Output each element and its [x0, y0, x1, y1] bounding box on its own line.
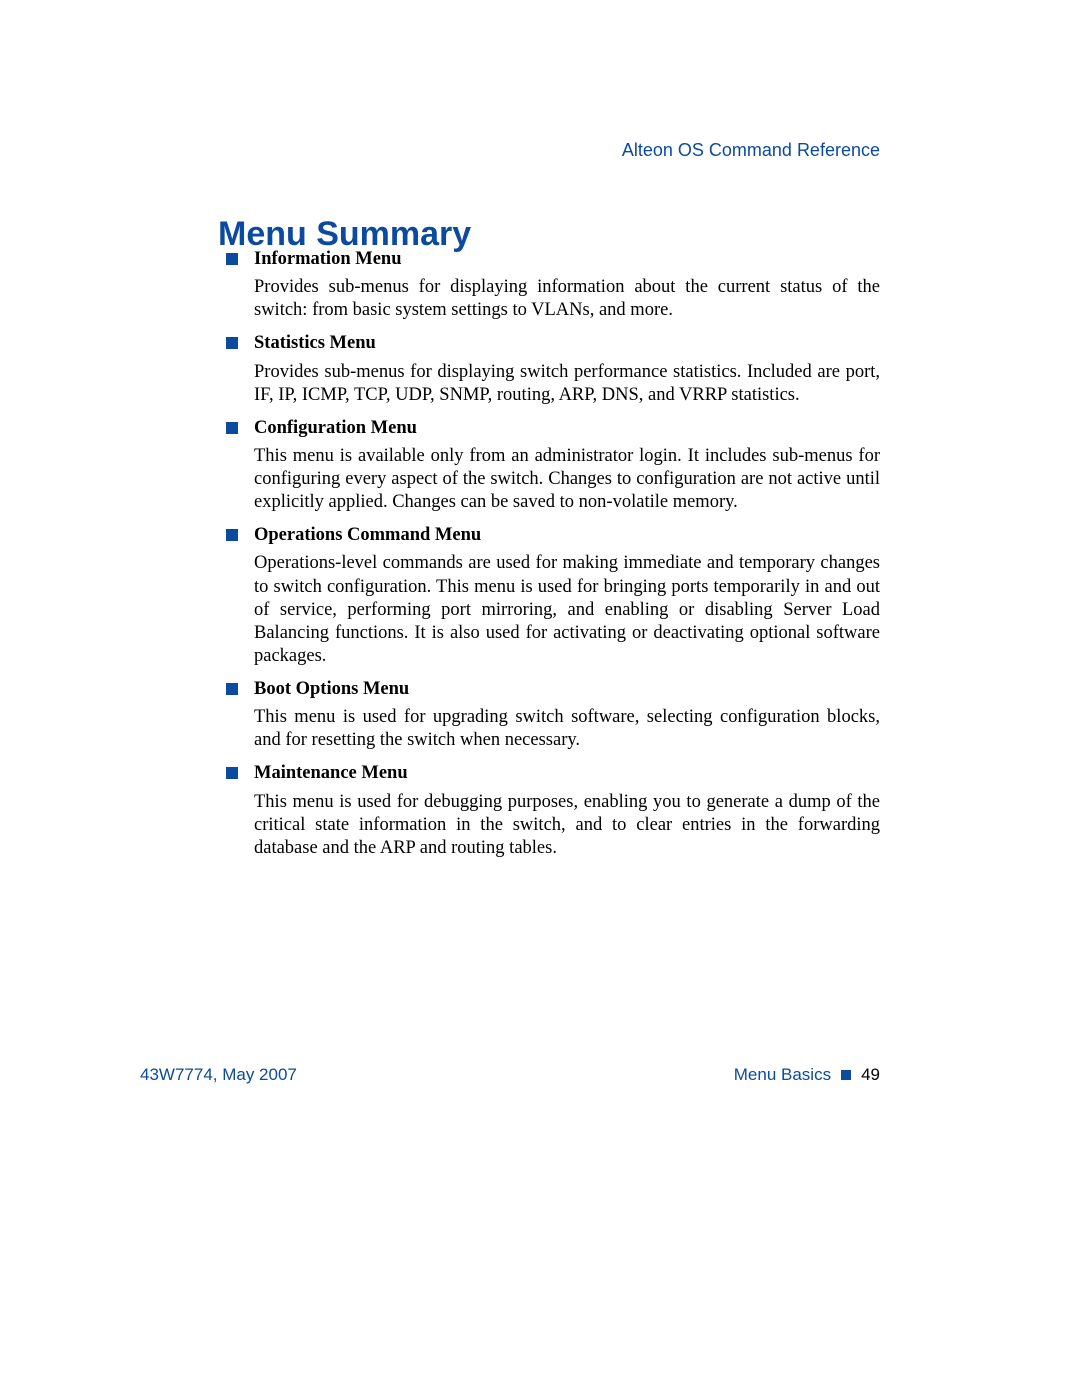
section-heading: Information Menu — [226, 248, 880, 271]
section-body: Provides sub-menus for displaying switch… — [226, 361, 880, 407]
footer-right: Menu Basics 49 — [734, 1065, 880, 1085]
section-body: This menu is used for upgrading switch s… — [226, 706, 880, 752]
section-body: This menu is available only from an admi… — [226, 445, 880, 514]
square-bullet-icon — [226, 767, 238, 779]
content-area: Information Menu Provides sub-menus for … — [226, 248, 880, 870]
section-heading-text: Configuration Menu — [254, 418, 417, 438]
section-body: Provides sub-menus for displaying inform… — [226, 276, 880, 322]
document-page: Alteon OS Command Reference Menu Summary… — [0, 0, 1080, 1397]
square-bullet-icon — [226, 683, 238, 695]
square-bullet-icon — [226, 253, 238, 265]
footer-left: 43W7774, May 2007 — [140, 1065, 297, 1085]
page-footer: 43W7774, May 2007 Menu Basics 49 — [140, 1065, 880, 1085]
section-body: Operations-level commands are used for m… — [226, 552, 880, 668]
section-heading-text: Statistics Menu — [254, 333, 376, 353]
section-heading: Operations Command Menu — [226, 524, 880, 547]
section-heading-text: Maintenance Menu — [254, 763, 408, 783]
section-configuration-menu: Configuration Menu This menu is availabl… — [226, 417, 880, 515]
header-reference: Alteon OS Command Reference — [622, 140, 880, 161]
footer-section: Menu Basics — [734, 1065, 831, 1085]
square-bullet-icon — [226, 337, 238, 349]
section-heading: Statistics Menu — [226, 332, 880, 355]
section-heading-text: Operations Command Menu — [254, 525, 481, 545]
section-statistics-menu: Statistics Menu Provides sub-menus for d… — [226, 332, 880, 406]
section-heading-text: Boot Options Menu — [254, 679, 409, 699]
section-heading: Boot Options Menu — [226, 678, 880, 701]
section-heading: Maintenance Menu — [226, 762, 880, 785]
square-bullet-icon — [226, 529, 238, 541]
section-boot-options-menu: Boot Options Menu This menu is used for … — [226, 678, 880, 752]
section-heading-text: Information Menu — [254, 249, 402, 269]
section-body: This menu is used for debugging purposes… — [226, 791, 880, 860]
square-bullet-icon — [226, 422, 238, 434]
section-heading: Configuration Menu — [226, 417, 880, 440]
section-information-menu: Information Menu Provides sub-menus for … — [226, 248, 880, 322]
square-bullet-icon — [841, 1070, 851, 1080]
footer-page-number: 49 — [861, 1065, 880, 1085]
section-operations-command-menu: Operations Command Menu Operations-level… — [226, 524, 880, 668]
section-maintenance-menu: Maintenance Menu This menu is used for d… — [226, 762, 880, 860]
